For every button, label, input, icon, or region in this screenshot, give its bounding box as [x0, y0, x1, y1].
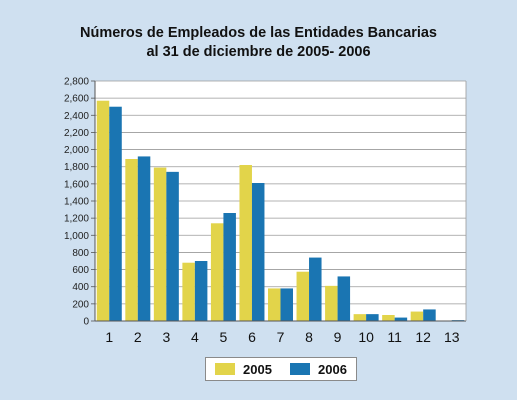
x-tick-label: 10: [358, 329, 374, 345]
bar-2005-2: [125, 159, 138, 321]
x-tick-label: 8: [305, 329, 313, 345]
bar-2006-2: [137, 156, 151, 321]
x-tick-label: 4: [191, 329, 199, 345]
x-tick-label: 13: [444, 329, 460, 345]
bar-2005-11: [382, 315, 395, 321]
x-tick-label: 12: [415, 329, 431, 345]
y-tick-label: 200: [72, 299, 89, 310]
bar-2006-3: [166, 171, 179, 321]
bar-2006-8: [309, 257, 322, 321]
bar-2005-5: [210, 223, 224, 321]
legend-swatch-2006: [290, 363, 311, 375]
legend-label-2005: 2005: [243, 361, 272, 377]
bar-2006-12: [423, 309, 436, 321]
bar-2005-4: [182, 262, 195, 321]
y-tick-label: 1,800: [64, 162, 89, 173]
legend-label-2006: 2006: [318, 361, 347, 377]
bar-2006-1: [109, 106, 122, 321]
y-tick-label: 2,600: [64, 94, 89, 105]
x-tick-label: 3: [162, 329, 170, 345]
bar-2005-1: [96, 100, 110, 321]
legend-item-2005: 2005: [215, 362, 272, 377]
x-tick-label: 5: [220, 329, 228, 345]
y-tick-label: 800: [72, 248, 89, 259]
legend-item-2006: 2006: [290, 362, 347, 377]
bar-2006-4: [194, 261, 208, 321]
chart-title: Números de Empleados de las Entidades Ba…: [80, 25, 437, 41]
y-tick-label: 1,600: [64, 179, 89, 190]
x-tick-label: 1: [105, 329, 113, 345]
bar-2005-12: [410, 311, 424, 321]
bar-2006-5: [223, 213, 236, 321]
legend-swatch-2005: [215, 363, 236, 375]
bar-2005-10: [353, 314, 367, 321]
x-tick-label: 6: [248, 329, 256, 345]
bar-2005-3: [153, 167, 167, 321]
y-tick-label: 600: [72, 265, 89, 276]
y-tick-label: 1,000: [64, 231, 89, 242]
chart-title-block: Números de Empleados de las Entidades Ba…: [0, 24, 517, 62]
y-tick-label: 1,400: [64, 197, 89, 208]
chart-legend: 2005 2006: [205, 357, 357, 381]
x-tick-label: 7: [277, 329, 285, 345]
bar-2006-10: [366, 314, 379, 321]
y-tick-label: 2,400: [64, 111, 89, 122]
y-tick-label: 2,200: [64, 128, 89, 139]
x-tick-label: 9: [334, 329, 342, 345]
y-tick-label: 400: [72, 282, 89, 293]
bar-2006-11: [394, 317, 408, 321]
bar-2006-7: [280, 288, 293, 321]
bar-2005-7: [268, 288, 281, 321]
bar-2006-6: [251, 183, 265, 321]
chart-subtitle: al 31 de diciembre de 2005- 2006: [146, 44, 371, 60]
x-tick-label: 2: [134, 329, 142, 345]
y-tick-label: 1,200: [64, 214, 89, 225]
y-tick-label: 0: [83, 317, 89, 328]
bar-2006-9: [337, 276, 351, 321]
bar-2005-8: [296, 271, 310, 321]
y-tick-label: 2,800: [64, 77, 89, 88]
bar-2005-9: [325, 285, 338, 321]
bar-2005-6: [239, 165, 252, 321]
y-tick-label: 2,000: [64, 145, 89, 156]
x-tick-label: 11: [387, 329, 402, 345]
